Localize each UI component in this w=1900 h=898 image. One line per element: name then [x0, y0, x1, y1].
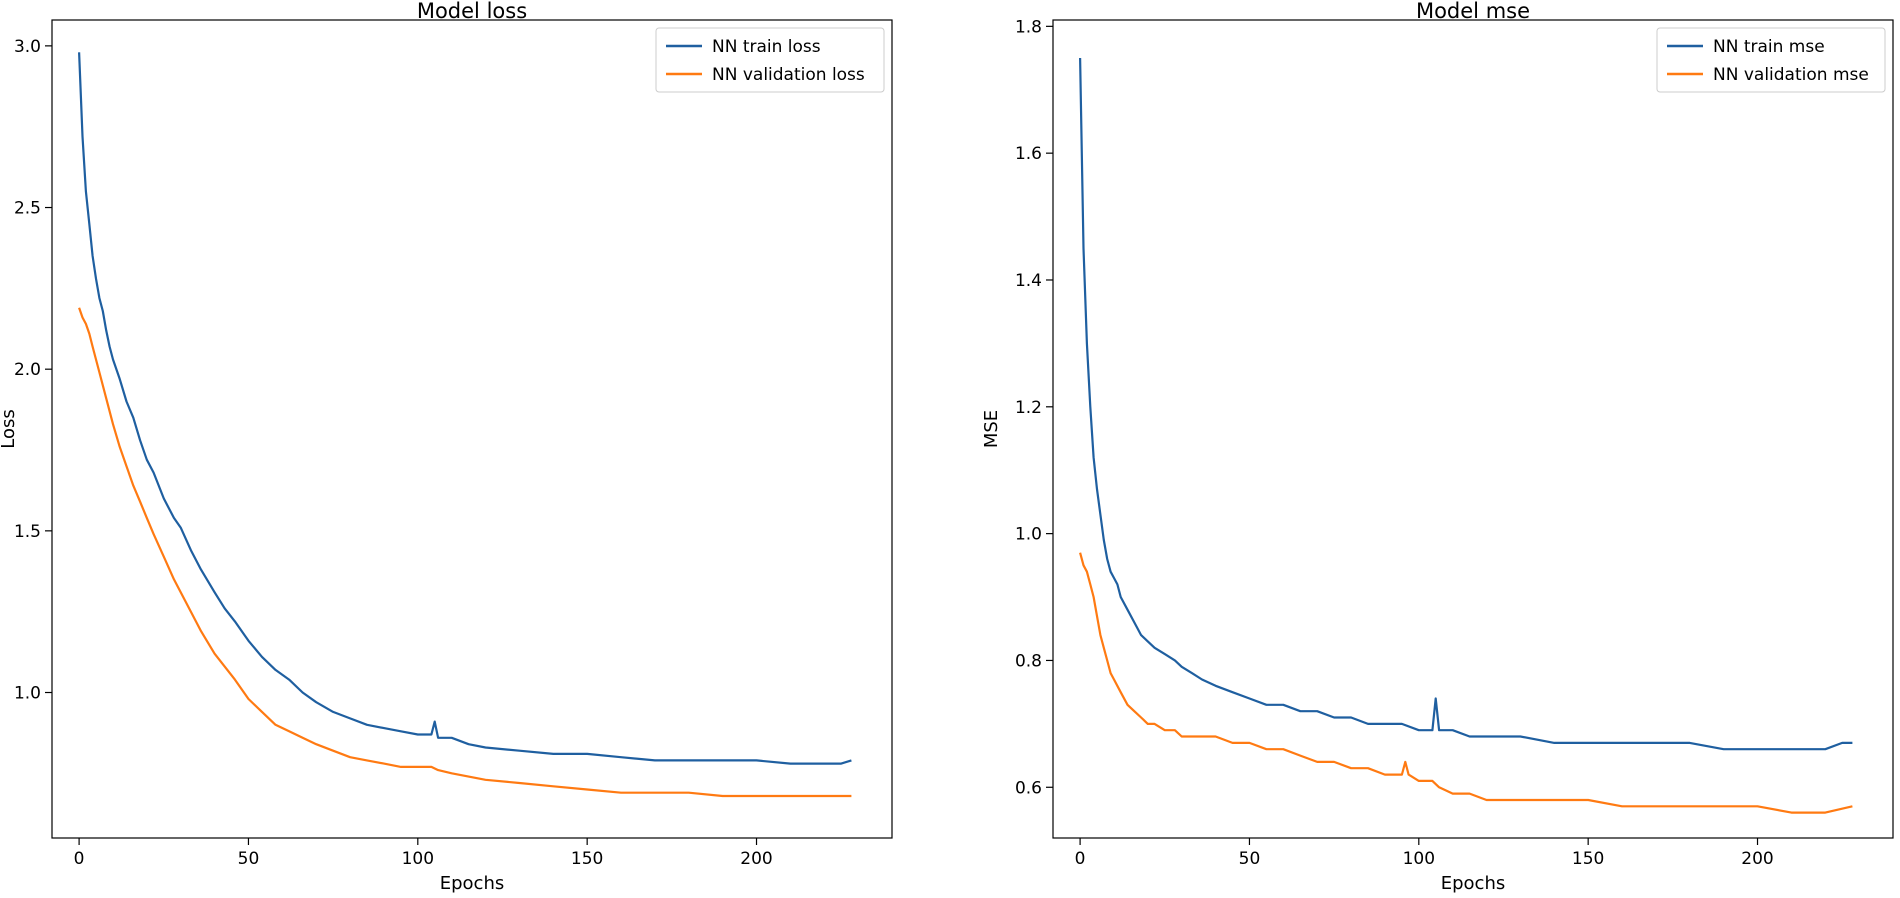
loss-y-tick-label: 3.0 [14, 37, 41, 57]
mse-legend-label: NN train mse [1713, 37, 1825, 57]
loss-legend-box [655, 27, 885, 93]
loss-x-tick-label: 200 [740, 849, 772, 869]
loss-y-tick-label: 1.0 [14, 684, 41, 704]
mse-y-axis-label: MSE [981, 410, 1002, 448]
loss-x-tick-label: 150 [571, 849, 603, 869]
loss-y-tick-label: 2.0 [14, 360, 41, 380]
mse-y-tick-label: 1.4 [1015, 271, 1042, 291]
loss-y-tick-label: 2.5 [14, 199, 41, 219]
mse-y-tick-label: 0.8 [1015, 651, 1042, 671]
mse-y-tick-label: 0.6 [1015, 778, 1042, 798]
mse-subplot: 0 50 100 150 200 0.6 0.8 1.0 1.2 1.4 1.6 1.8 Model m… [981, 0, 1894, 894]
mse-x-axis-label: Epochs [1441, 873, 1506, 894]
loss-subplot: 0 50 100 150 200 1.0 1.5 2.0 2.5 3.0 Model loss Epo… [0, 0, 893, 894]
mse-y-tick-label: 1.8 [1015, 17, 1042, 37]
loss-y-tick-label: 1.5 [14, 522, 41, 542]
loss-chart-title: Model loss [417, 0, 527, 23]
mse-legend-label: NN validation mse [1713, 65, 1869, 85]
mse-series-line-validation [1079, 552, 1853, 814]
mse-y-tick-label: 1.6 [1015, 144, 1042, 164]
loss-x-axis-label: Epochs [440, 873, 505, 894]
loss-legend-label: NN train loss [712, 37, 821, 57]
loss-y-axis-label: Loss [0, 409, 19, 448]
mse-chart-title: Model mse [1416, 0, 1530, 23]
loss-x-tick-label: 0 [74, 849, 85, 869]
mse-x-tick-label: 150 [1572, 849, 1604, 869]
mse-y-tick-label: 1.0 [1015, 525, 1042, 545]
loss-legend-label: NN validation loss [712, 65, 865, 85]
loss-x-tick-label: 50 [238, 849, 260, 869]
loss-axes-frame [51, 19, 893, 839]
mse-x-tick-label: 200 [1741, 849, 1773, 869]
loss-x-tick-label: 100 [402, 849, 434, 869]
mse-x-tick-label: 100 [1403, 849, 1435, 869]
loss-series-line-train [78, 52, 852, 765]
loss-series-line-validation [78, 307, 852, 798]
mse-series-line-train [1079, 57, 1853, 751]
mse-y-tick-label: 1.2 [1015, 398, 1042, 418]
loss-legend: NN train loss NN validation loss [655, 27, 885, 93]
mse-legend-box [1656, 27, 1886, 93]
mse-legend: NN train mse NN validation mse [1656, 27, 1886, 93]
mse-axes-frame [1052, 19, 1894, 839]
mse-x-tick-label: 0 [1075, 849, 1086, 869]
mse-x-tick-label: 50 [1239, 849, 1261, 869]
